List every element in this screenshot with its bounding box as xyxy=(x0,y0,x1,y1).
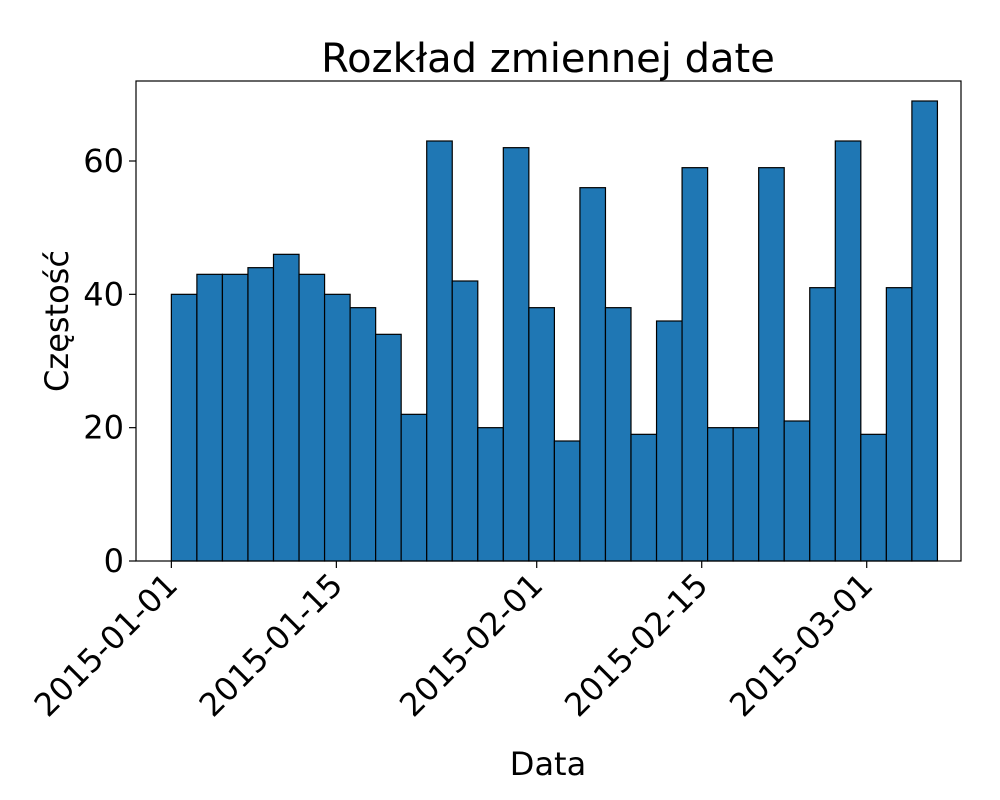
histogram-bar xyxy=(860,433,887,562)
x-tick-label: 2015-02-01 xyxy=(392,566,550,724)
x-tick-label: 2015-03-01 xyxy=(722,566,880,724)
histogram-bar xyxy=(170,293,198,562)
histogram-bar xyxy=(579,187,607,562)
histogram-bar xyxy=(400,413,428,562)
histogram-bar xyxy=(375,333,402,562)
x-axis: 2015-01-01 2015-01-15 2015-02-01 2015-02-15… xyxy=(27,561,880,724)
histogram-bar xyxy=(885,287,913,562)
histogram-bar xyxy=(834,140,862,562)
histogram-bar xyxy=(502,147,530,562)
histogram-bar xyxy=(528,307,555,562)
bars-group xyxy=(170,100,939,562)
histogram-bar xyxy=(298,273,326,562)
histogram-bar xyxy=(477,427,504,562)
x-axis-label: Data xyxy=(510,745,586,783)
histogram-bar xyxy=(732,427,760,562)
histogram-bar xyxy=(809,287,836,562)
histogram-bar xyxy=(911,100,939,562)
histogram-bar xyxy=(323,293,351,562)
y-tick-label: 20 xyxy=(83,409,124,447)
histogram-bar xyxy=(221,273,249,562)
y-axis-label: Częstość xyxy=(38,250,76,392)
histogram-bar xyxy=(630,433,658,562)
histogram-bar xyxy=(553,440,581,562)
histogram-bar xyxy=(426,140,453,562)
histogram-bar xyxy=(451,280,479,562)
x-tick-label: 2015-01-01 xyxy=(27,566,185,724)
chart-title: Rozkład zmiennej date xyxy=(321,36,775,82)
y-tick-label: 0 xyxy=(104,542,124,580)
histogram-bar xyxy=(349,307,377,562)
y-axis: 0 20 40 60 xyxy=(83,142,136,580)
histogram-bar xyxy=(783,420,811,562)
y-tick-label: 60 xyxy=(83,142,124,180)
histogram-bar xyxy=(758,167,785,562)
x-tick-label: 2015-01-15 xyxy=(192,566,350,724)
histogram-bar xyxy=(196,273,224,562)
histogram-bar xyxy=(272,253,300,562)
x-tick-label: 2015-02-15 xyxy=(557,566,715,724)
histogram-bar xyxy=(681,167,709,562)
histogram-bar xyxy=(247,267,275,562)
y-tick-label: 40 xyxy=(83,275,124,313)
histogram-bar xyxy=(707,427,734,562)
histogram-bar xyxy=(655,320,683,562)
plot-frame xyxy=(135,80,962,562)
histogram-bar xyxy=(604,307,632,562)
